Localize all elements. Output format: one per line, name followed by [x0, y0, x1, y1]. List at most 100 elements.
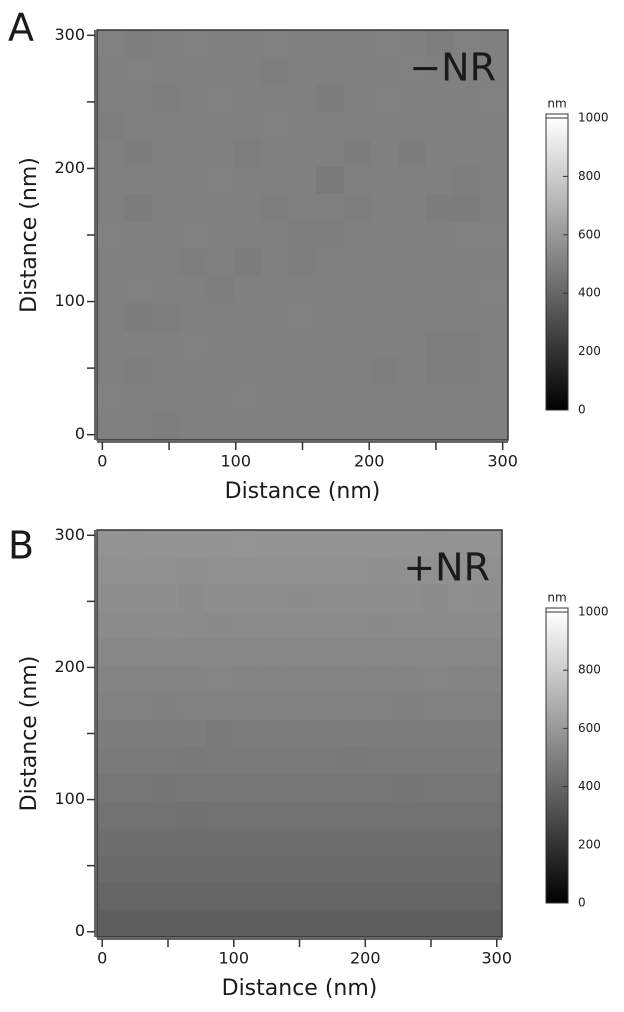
heatmap-cell — [398, 330, 427, 359]
plot-frame — [96, 529, 503, 938]
y-tick-label: 0 — [75, 921, 85, 940]
heatmap-cell — [448, 882, 476, 911]
heatmap-cell — [205, 855, 233, 884]
heatmap-cell — [178, 638, 206, 667]
heatmap-cell — [398, 112, 427, 140]
heatmap-cell — [179, 57, 208, 86]
heatmap-cell — [313, 665, 341, 694]
heatmap-cell — [448, 557, 476, 585]
heatmap-cell — [421, 909, 449, 938]
heatmap-cell — [178, 747, 206, 775]
heatmap-cell — [206, 30, 235, 58]
heatmap-cell — [367, 719, 395, 748]
heatmap-cell — [151, 692, 179, 721]
heatmap-cell — [259, 530, 287, 558]
heatmap-cell — [151, 303, 180, 332]
heatmap-cell — [206, 194, 235, 222]
heatmap-cell — [124, 584, 152, 612]
heatmap-cell — [124, 276, 153, 304]
heatmap-cell — [286, 692, 314, 721]
heatmap-cell — [232, 882, 260, 911]
heatmap-cell — [178, 719, 206, 748]
heatmap-cell — [371, 166, 399, 195]
heatmap-cell — [421, 530, 449, 558]
heatmap-cell — [232, 611, 260, 640]
heatmap-cell — [343, 30, 372, 58]
heatmap-cell — [205, 611, 233, 640]
heatmap-cell — [232, 557, 260, 585]
heatmap-cell — [316, 358, 345, 386]
heatmap-cell — [179, 330, 208, 359]
heatmap-cell — [288, 57, 317, 86]
heatmap-cell — [475, 584, 503, 612]
heatmap-cell — [205, 665, 233, 694]
heatmap-cell — [97, 412, 125, 441]
heatmap-cell — [151, 385, 180, 414]
heatmap-cell — [371, 248, 399, 277]
heatmap-cell — [206, 358, 235, 386]
heatmap-cell — [316, 330, 345, 359]
heatmap-cell — [259, 828, 287, 857]
heatmap-cell — [480, 166, 509, 195]
heatmap-cell — [316, 30, 345, 58]
heatmap-cell — [178, 611, 206, 640]
heatmap-cell — [453, 412, 482, 441]
heatmap-cell — [151, 330, 180, 359]
heatmap-cell — [343, 139, 372, 168]
heatmap-cell — [259, 801, 287, 829]
annotation: +NR — [403, 546, 490, 590]
heatmap-cell — [371, 358, 399, 386]
heatmap-cell — [288, 276, 317, 304]
heatmap-cell — [340, 665, 368, 694]
heatmap-cell — [343, 412, 372, 441]
heatmap-cell — [480, 139, 509, 168]
heatmap-cell — [286, 665, 314, 694]
heatmap-cell — [288, 358, 317, 386]
heatmap-cell — [475, 828, 503, 857]
colorbar-tick-label: 0 — [578, 896, 586, 910]
heatmap-cell — [398, 358, 427, 386]
heatmap-cell — [124, 882, 152, 911]
heatmap-cell — [343, 330, 372, 359]
heatmap-cell — [475, 530, 503, 558]
heatmap-cell — [124, 330, 153, 359]
heatmap-cell — [421, 611, 449, 640]
heatmap-cell — [234, 194, 262, 222]
heatmap-cell — [178, 530, 206, 558]
heatmap-cell — [340, 801, 368, 829]
heatmap-cell — [124, 303, 153, 332]
colorbar — [545, 117, 569, 411]
heatmap-cell — [394, 774, 422, 802]
heatmap-cell — [179, 221, 208, 250]
heatmap-cell — [179, 385, 208, 414]
heatmap-cell — [124, 909, 152, 938]
heatmap-cell — [97, 855, 125, 884]
heatmap-cell — [475, 665, 503, 694]
heatmap-cell — [313, 719, 341, 748]
heatmap-cell — [367, 638, 395, 667]
heatmap-cell — [151, 276, 180, 304]
heatmap-cell — [316, 139, 345, 168]
heatmap-cell — [394, 882, 422, 911]
heatmap-cell — [234, 248, 262, 277]
heatmap-cell — [232, 638, 260, 667]
heatmap-cell — [371, 84, 399, 113]
heatmap-cell — [124, 747, 152, 775]
heatmap-cell — [206, 248, 235, 277]
heatmap-cell — [343, 358, 372, 386]
y-tick-label: 100 — [54, 789, 85, 808]
heatmap-cell — [398, 385, 427, 414]
colorbar-label: nm — [547, 591, 566, 605]
y-axis-label: Distance (nm) — [17, 157, 42, 313]
heatmap-cell — [124, 530, 152, 558]
heatmap-cell — [475, 611, 503, 640]
heatmap-cell — [398, 84, 427, 113]
plot-frame — [96, 29, 509, 441]
heatmap-cell — [259, 692, 287, 721]
heatmap-cell — [261, 84, 290, 113]
heatmap-cell — [234, 221, 262, 250]
heatmap-cell — [286, 584, 314, 612]
heatmap-cell — [151, 855, 179, 884]
heatmap-cell — [286, 747, 314, 775]
